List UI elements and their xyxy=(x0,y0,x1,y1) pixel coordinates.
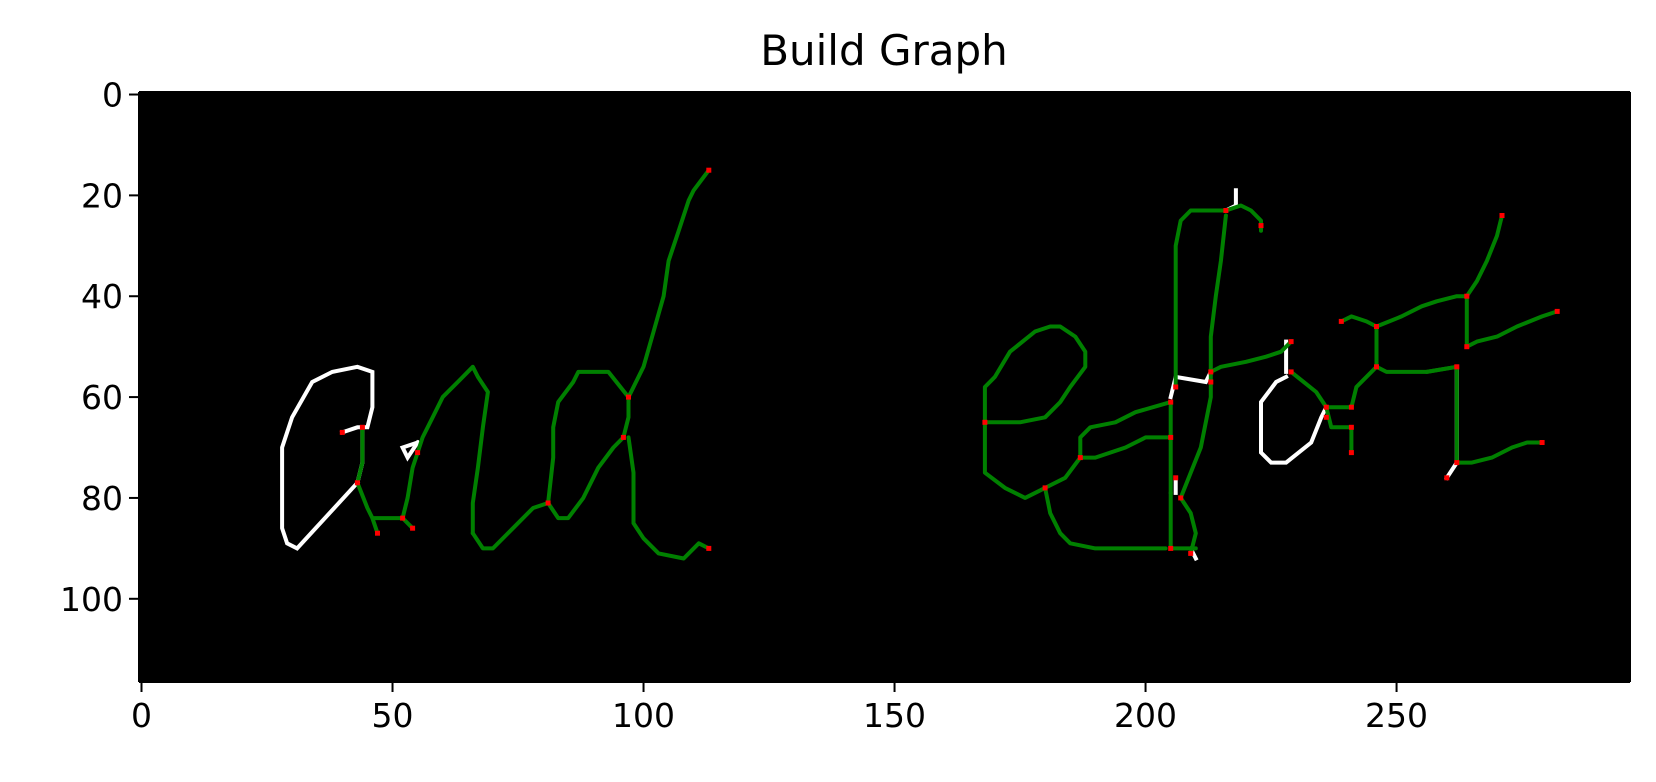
graph-edge xyxy=(1178,380,1213,500)
graph-node xyxy=(1348,450,1354,456)
skeleton-stroke xyxy=(399,439,421,462)
skeleton-stroke xyxy=(1259,374,1329,465)
y-tick-label: 40 xyxy=(81,277,123,316)
graph-node xyxy=(626,394,631,400)
x-tick-label: 100 xyxy=(612,696,675,735)
graph-edge xyxy=(1208,213,1228,384)
graph-node xyxy=(1374,324,1379,329)
graph-edge xyxy=(626,168,711,400)
graph-node xyxy=(1338,318,1344,324)
graph-node xyxy=(1173,475,1179,481)
graph-edge xyxy=(1078,400,1173,460)
graph-edge xyxy=(626,435,711,561)
graph-edge xyxy=(1078,435,1173,460)
x-tick-label: 250 xyxy=(1365,696,1428,735)
y-tick-label: 60 xyxy=(81,378,123,417)
graph-node xyxy=(1464,293,1470,299)
x-tick-label: 0 xyxy=(131,696,152,735)
graph-node xyxy=(1077,455,1083,461)
graph-node xyxy=(375,530,380,536)
graph-node xyxy=(1178,495,1184,501)
graph-node xyxy=(545,500,551,506)
skeleton-stroke xyxy=(280,364,375,551)
graph-node xyxy=(1348,424,1354,430)
axes-layer: 0 50 100 150 200 250 0 20 40 60 80 100 xyxy=(60,76,1631,735)
graph-node xyxy=(1168,434,1174,440)
x-tick-label: 150 xyxy=(863,696,926,735)
graph-node xyxy=(706,167,712,173)
graph-node xyxy=(1173,384,1179,390)
graph-node xyxy=(1323,404,1329,410)
graph-node xyxy=(1348,404,1354,410)
graph-node xyxy=(1042,485,1048,491)
graph-node xyxy=(982,419,988,425)
graph-node xyxy=(339,429,345,435)
graph-node xyxy=(1258,223,1264,229)
graph-node xyxy=(1454,364,1460,370)
graph-edge xyxy=(1208,339,1294,374)
graph-edge xyxy=(400,450,420,521)
graph-node xyxy=(620,434,626,440)
graph-node xyxy=(1168,399,1174,405)
graph-edge xyxy=(621,395,631,440)
graph-node-layer xyxy=(339,167,1560,556)
graph-node xyxy=(410,525,416,531)
graph-edge xyxy=(1424,364,1459,374)
graph-node xyxy=(1288,339,1294,345)
graph-node xyxy=(415,450,421,456)
graph-node xyxy=(1454,460,1460,466)
graph-edge xyxy=(1374,294,1469,329)
y-tick-label: 100 xyxy=(60,580,123,619)
graph-edge xyxy=(355,480,405,521)
graph-edge xyxy=(1289,369,1329,410)
graph-node xyxy=(1223,208,1229,213)
graph-node xyxy=(1444,475,1450,481)
x-tick-label: 200 xyxy=(1114,696,1177,735)
chart-title: Build Graph xyxy=(760,26,1008,75)
image-area xyxy=(139,92,1630,682)
graph-edge xyxy=(982,420,1048,500)
graph-edge xyxy=(470,501,551,551)
graph-edge xyxy=(1464,309,1560,349)
graph-edge xyxy=(1454,440,1545,465)
graph-edge xyxy=(415,364,490,536)
graph-edge xyxy=(1043,455,1083,490)
y-tick-label: 0 xyxy=(102,76,123,115)
graph-node xyxy=(1323,414,1329,420)
graph-edge xyxy=(1043,485,1168,551)
graph-edge xyxy=(1339,314,1379,329)
graph-node xyxy=(1499,213,1505,218)
graph-edge xyxy=(1464,213,1504,299)
graph-node xyxy=(1168,545,1174,551)
y-tick-label: 20 xyxy=(81,176,123,215)
graph-node xyxy=(1188,550,1194,556)
y-tick-label: 80 xyxy=(81,479,123,518)
graph-node xyxy=(354,480,360,486)
graph-node xyxy=(1288,369,1294,375)
graph-edge xyxy=(982,324,1088,425)
graph-node xyxy=(1464,344,1470,350)
graph-node xyxy=(1539,440,1545,445)
graph-edge xyxy=(1173,208,1228,389)
graph-edge xyxy=(370,516,380,536)
graph-node xyxy=(1208,379,1214,385)
graph-edge xyxy=(546,435,626,521)
graph-edge xyxy=(355,425,365,485)
graph-node xyxy=(1554,308,1560,314)
graph-node xyxy=(706,545,712,551)
graph-node xyxy=(1374,364,1379,370)
graph-edge xyxy=(546,369,631,505)
graph-node xyxy=(359,424,365,430)
graph-edge xyxy=(1178,495,1198,556)
graph-node xyxy=(400,515,406,521)
x-tick-label: 50 xyxy=(372,696,414,735)
graph-edge xyxy=(1324,405,1354,430)
graph-node xyxy=(1208,369,1214,375)
